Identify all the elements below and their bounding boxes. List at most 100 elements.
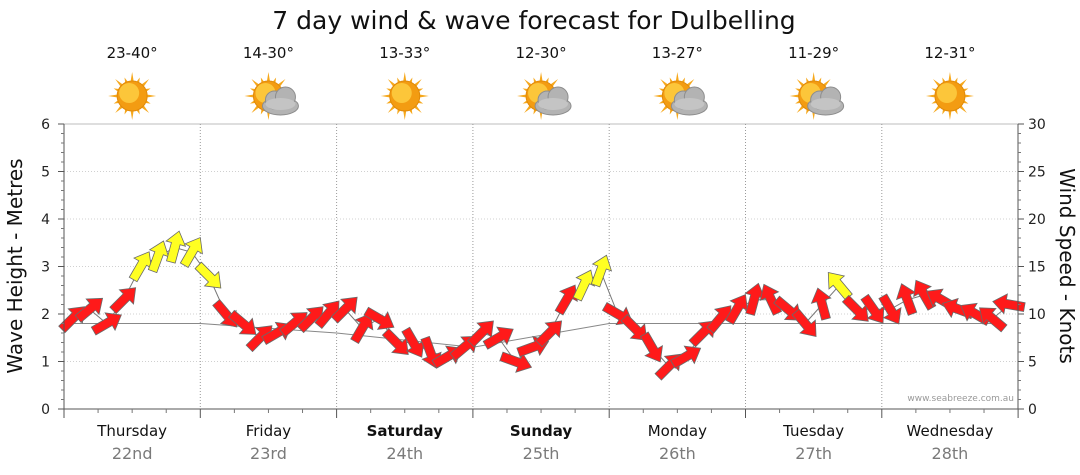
- sun-ray: [130, 109, 134, 120]
- right-tick-label: 20: [1028, 212, 1046, 228]
- wind-arrow: [147, 240, 170, 274]
- temperature-range: 12-31°: [924, 44, 975, 62]
- wind-arrow: [992, 293, 1026, 315]
- wind-arrow: [670, 345, 702, 369]
- right-axis: 0 5 10 15 20 25 30: [1017, 117, 1046, 418]
- day-header-tuesday: 11-29°: [788, 44, 845, 120]
- wind-arrow: [401, 326, 425, 358]
- sun-ray: [925, 94, 937, 98]
- day-name: Saturday: [367, 422, 444, 440]
- wind-arrow: [330, 296, 358, 324]
- wind-arrow: [895, 283, 918, 316]
- sun-ray: [244, 94, 255, 98]
- left-tick-label: 1: [41, 355, 50, 371]
- wind-arrow: [467, 320, 494, 348]
- wind-arrow: [74, 297, 104, 323]
- wind-arrow: [179, 236, 203, 269]
- day-name: Monday: [648, 422, 707, 440]
- sun-highlight: [391, 83, 412, 103]
- wind-arrow: [791, 308, 817, 338]
- day-header-sunday: 12-30°: [516, 44, 572, 120]
- wind-arrow: [128, 251, 152, 283]
- plot-area: [58, 123, 1026, 410]
- wind-arrow: [979, 307, 1008, 333]
- sunny-icon: [925, 72, 974, 120]
- day-header-thursday: 23-40°: [107, 44, 158, 120]
- partly-cloudy-icon: [244, 72, 299, 120]
- sun-ray: [789, 94, 800, 98]
- left-tick-label: 4: [41, 212, 50, 228]
- day-date: 24th: [386, 444, 423, 463]
- sunny-icon: [108, 72, 157, 120]
- temperature-range: 23-40°: [107, 44, 158, 62]
- day-headers: 23-40° 14-30° 13-33° 12-30° 13-27° 11-29° 12-3…: [107, 44, 975, 120]
- sun-ray: [811, 72, 816, 83]
- sun-ray: [403, 72, 407, 83]
- partly-cloudy-icon: [653, 72, 708, 120]
- left-tick-label: 2: [41, 307, 50, 323]
- day-name: Sunday: [510, 422, 573, 440]
- wind-arrow: [227, 309, 257, 335]
- wind-arrow: [841, 294, 869, 322]
- sun-ray: [380, 94, 391, 98]
- sun-ray: [517, 94, 528, 98]
- left-tick-label: 0: [41, 402, 50, 418]
- wind-arrow: [90, 312, 122, 336]
- wind-arrow: [860, 293, 885, 324]
- wind-arrow: [194, 261, 222, 289]
- grid-lines: [64, 124, 1018, 409]
- right-tick-label: 10: [1028, 307, 1046, 323]
- temperature-range: 14-30°: [243, 44, 294, 62]
- day-name: Thursday: [96, 422, 167, 440]
- temperature-range: 11-29°: [788, 44, 839, 62]
- wind-arrow: [109, 287, 137, 315]
- day-date: 23rd: [250, 444, 287, 463]
- partly-cloudy-icon: [789, 72, 845, 120]
- day-date: 25th: [523, 444, 560, 463]
- sun-ray: [130, 72, 134, 83]
- sun-ray: [403, 109, 407, 120]
- sun-ray: [948, 72, 952, 83]
- right-tick-label: 15: [1028, 260, 1046, 276]
- day-header-friday: 14-30°: [243, 44, 299, 120]
- wind-arrow: [744, 282, 766, 316]
- right-tick-label: 25: [1028, 165, 1046, 181]
- wind-arrow: [572, 269, 595, 302]
- wind-arrow: [535, 320, 563, 348]
- wind-arrow: [381, 328, 409, 355]
- wind-arrow: [482, 326, 514, 350]
- right-axis-title: Wind Speed - Knots: [1055, 168, 1079, 364]
- day-name: Wednesday: [907, 422, 994, 440]
- sun-ray: [948, 109, 952, 120]
- sun-ray: [653, 94, 664, 98]
- day-date: 27th: [795, 444, 832, 463]
- partly-cloudy-icon: [517, 72, 572, 120]
- cloud-fill: [674, 98, 705, 110]
- wind-arrow: [499, 351, 533, 373]
- wind-arrow: [827, 271, 853, 301]
- wind-arrow: [363, 306, 395, 330]
- left-tick-label: 5: [41, 165, 50, 181]
- day-date: 22nd: [112, 444, 153, 463]
- bottom-axis: Thursday 22nd Friday 23rd Saturday 24th Sunday…: [63, 408, 1019, 463]
- wind-arrow: [810, 287, 832, 321]
- wind-arrow: [878, 293, 902, 325]
- sun-ray: [963, 94, 974, 98]
- right-tick-label: 30: [1028, 117, 1046, 133]
- cloud-fill: [810, 98, 841, 110]
- day-header-monday: 13-27°: [652, 44, 708, 120]
- wind-arrow: [350, 312, 374, 345]
- day-date: 28th: [932, 444, 969, 463]
- sun-ray: [539, 72, 543, 83]
- day-header-saturday: 13-33°: [379, 44, 430, 120]
- sun-ray: [266, 72, 271, 83]
- left-axis: 0 1 2 3 4 5 6: [41, 117, 65, 418]
- left-tick-label: 6: [41, 117, 50, 133]
- wind-arrow: [725, 293, 749, 326]
- day-name: Tuesday: [782, 422, 844, 440]
- right-tick-label: 0: [1028, 402, 1037, 418]
- sun-ray: [675, 72, 680, 83]
- wind-arrow: [165, 230, 187, 264]
- day-name: Friday: [246, 422, 292, 440]
- wind-series: [58, 230, 1026, 381]
